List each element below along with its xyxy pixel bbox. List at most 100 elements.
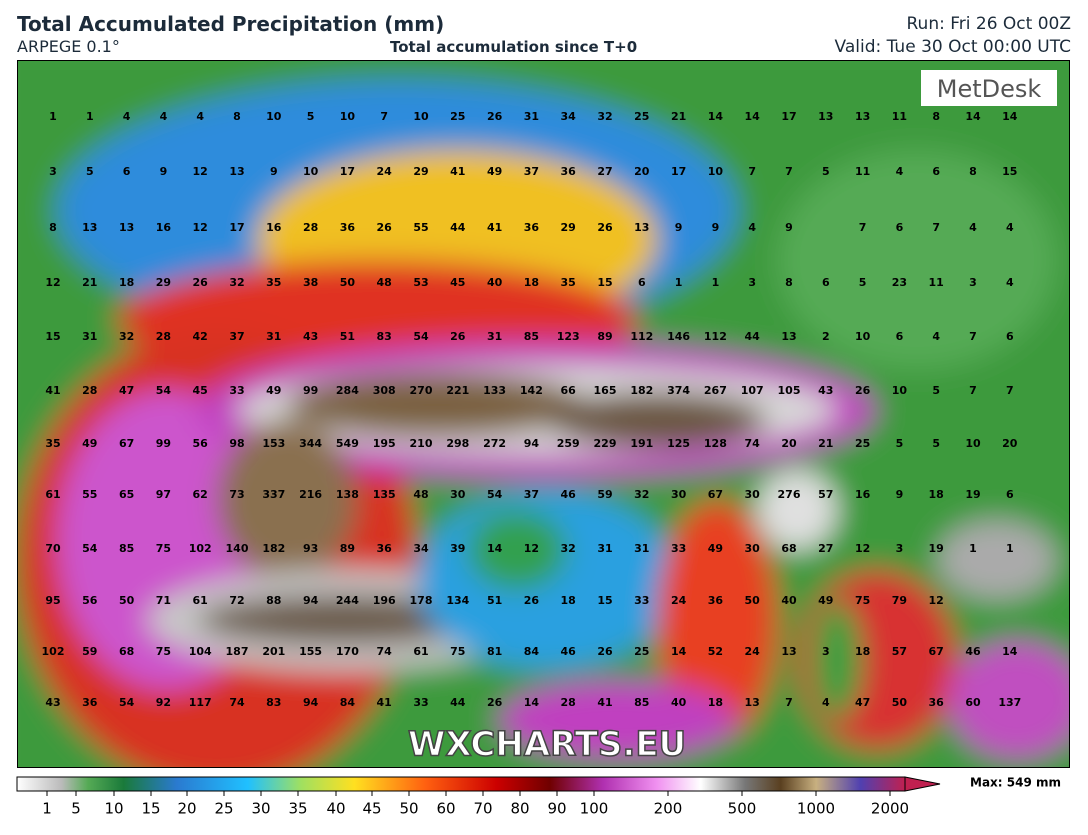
grid-value: 61 [413,645,428,658]
grid-value: 270 [410,384,433,397]
colorbar-label: 40 [326,800,345,818]
grid-value: 50 [340,276,356,289]
grid-value: 8 [233,110,241,123]
grid-value: 94 [524,437,540,450]
grid-value: 13 [745,696,760,709]
grid-values: 1 1 4 4 4 8 10 5 10 7 10 25 26 31 34 32 25 21 14 14 17 13 13 11… [42,110,1022,709]
grid-value: 9 [896,488,904,501]
grid-value: 54 [119,696,135,709]
grid-value: 10 [708,165,724,178]
grid-value: 259 [557,437,580,450]
grid-value: 4 [932,330,940,343]
grid-value: 244 [336,594,359,607]
grid-value: 32 [229,276,244,289]
grid-value: 36 [524,221,540,234]
grid-value: 201 [262,645,285,658]
grid-value: 8 [932,110,940,123]
grid-value: 54 [156,384,172,397]
colorbar-label: 1000 [797,800,835,818]
colorbar-scale [16,776,906,792]
grid-value: 33 [634,594,649,607]
grid-value: 33 [229,384,244,397]
grid-value: 1 [86,110,94,123]
grid-value: 138 [336,488,359,501]
grid-value: 68 [119,645,134,658]
grid-value: 53 [413,276,428,289]
grid-value: 39 [450,542,465,555]
colorbar-label: 10 [104,800,123,818]
grid-value: 67 [119,437,134,450]
grid-value: 284 [336,384,359,397]
grid-value: 75 [855,594,870,607]
grid-value: 112 [630,330,653,343]
grid-value: 374 [667,384,690,397]
grid-value: 5 [932,384,940,397]
grid-value: 26 [597,221,613,234]
grid-value: 14 [745,110,761,123]
grid-value: 40 [487,276,503,289]
grid-value: 5 [932,437,940,450]
colorbar-label: 70 [473,800,492,818]
grid-value: 18 [561,594,576,607]
grid-value: 17 [781,110,796,123]
grid-value: 74 [229,696,245,709]
grid-value: 81 [487,645,502,658]
grid-value: 49 [266,384,281,397]
grid-value: 93 [303,542,318,555]
grid-value: 34 [413,542,429,555]
grid-value: 12 [524,542,539,555]
grid-value: 187 [226,645,249,658]
colorbar-labels: 1 5 10 15 20 25 30 35 40 45 50 60 70 80 90 100 200 500 100… [42,791,909,818]
grid-value: 56 [193,437,209,450]
grid-value: 5 [307,110,315,123]
grid-value: 7 [748,165,756,178]
grid-value: 94 [303,696,319,709]
grid-value: 4 [969,221,977,234]
grid-value: 33 [413,696,428,709]
grid-value: 54 [487,488,503,501]
grid-value: 13 [855,110,870,123]
grid-value: 123 [557,330,580,343]
grid-value: 21 [671,110,686,123]
grid-value: 14 [524,696,540,709]
grid-value: 26 [193,276,209,289]
grid-value: 71 [156,594,171,607]
grid-value: 99 [156,437,171,450]
grid-value: 26 [597,645,613,658]
grid-value: 98 [229,437,244,450]
grid-value: 14 [671,645,687,658]
colorbar: Max: 549 mm 1 5 10 15 20 25 30 35 40 45 50 60 70 80 90… [16,776,1061,818]
colorbar-label: 100 [580,800,609,818]
grid-value: 45 [193,384,208,397]
grid-value: 32 [634,488,649,501]
grid-value: 3 [969,276,977,289]
grid-value: 14 [965,110,981,123]
grid-value: 17 [671,165,686,178]
colorbar-label: 25 [214,800,233,818]
grid-value: 29 [561,221,576,234]
grid-value: 75 [156,645,171,658]
run: Run: Fri 26 Oct 00Z [906,14,1072,34]
grid-value: 49 [708,542,723,555]
grid-value: 10 [340,110,356,123]
grid-value: 7 [859,221,867,234]
grid-value: 4 [160,110,168,123]
grid-value: 56 [82,594,98,607]
grid-value: 31 [487,330,502,343]
grid-value: 182 [262,542,285,555]
grid-value: 3 [748,276,756,289]
grid-value: 36 [561,165,577,178]
grid-value: 43 [303,330,318,343]
grid-value: 48 [377,276,392,289]
grid-value: 6 [896,221,904,234]
grid-value: 70 [45,542,61,555]
grid-value: 10 [266,110,282,123]
grid-value: 18 [929,488,944,501]
grid-value: 32 [561,542,576,555]
grid-value: 36 [340,221,356,234]
grid-value: 7 [969,330,977,343]
grid-value: 12 [193,165,208,178]
grid-value: 13 [818,110,833,123]
grid-value: 26 [524,594,540,607]
grid-value: 134 [446,594,469,607]
